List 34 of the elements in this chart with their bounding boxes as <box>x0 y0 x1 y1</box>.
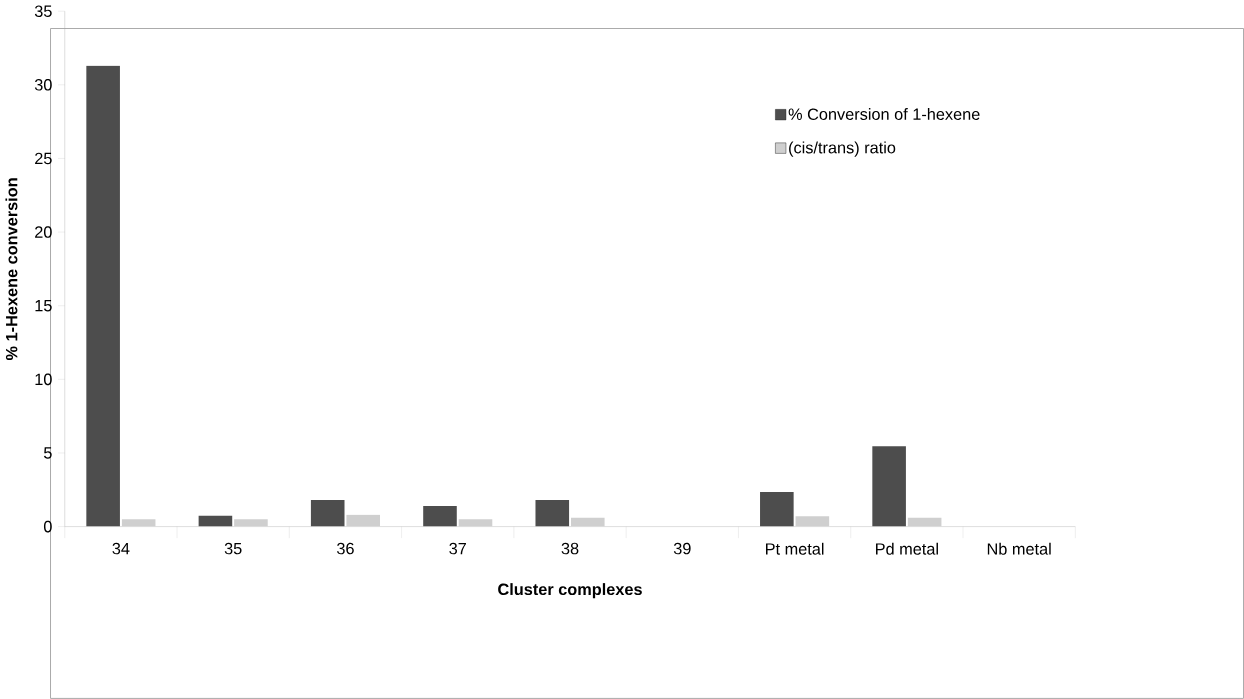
legend-label: (cis/trans) ratio <box>789 141 896 157</box>
y-tick-label: 25 <box>35 152 52 165</box>
y-tick-label: 0 <box>43 520 52 533</box>
bar <box>198 515 233 527</box>
x-tick-label: 35 <box>224 542 242 555</box>
bar <box>121 519 156 527</box>
x-tick-label: 36 <box>337 542 354 555</box>
x-tick-label: Pd metal <box>876 542 938 555</box>
y-tick-label: 20 <box>35 226 52 238</box>
bar <box>458 519 493 527</box>
x-tick-label: 34 <box>112 542 130 555</box>
bar <box>310 500 345 527</box>
x-tick-label: 37 <box>449 542 466 555</box>
x-tick-label: 38 <box>561 542 579 555</box>
bar <box>346 514 381 527</box>
bar <box>872 446 906 527</box>
x-tick-label: Pt metal <box>766 542 824 555</box>
y-tick-label: 10 <box>35 373 52 386</box>
y-axis-title: % 1-Hexene conversion <box>5 178 18 361</box>
legend-label: % Conversion of 1-hexene <box>788 108 980 121</box>
x-axis-title: Cluster complexes <box>498 583 642 599</box>
x-tick-label: 39 <box>673 542 691 555</box>
bar <box>423 506 457 527</box>
y-tick-label: 30 <box>34 79 52 91</box>
bar <box>795 516 830 527</box>
bar <box>234 519 268 527</box>
bar <box>86 65 120 527</box>
bar <box>570 517 605 527</box>
bar <box>535 500 570 527</box>
bar <box>760 492 794 527</box>
x-tick-label: Nb metal <box>987 542 1051 555</box>
y-tick-label: 35 <box>34 5 52 18</box>
y-tick-label: 5 <box>43 447 52 459</box>
y-tick-label: 15 <box>35 300 52 312</box>
